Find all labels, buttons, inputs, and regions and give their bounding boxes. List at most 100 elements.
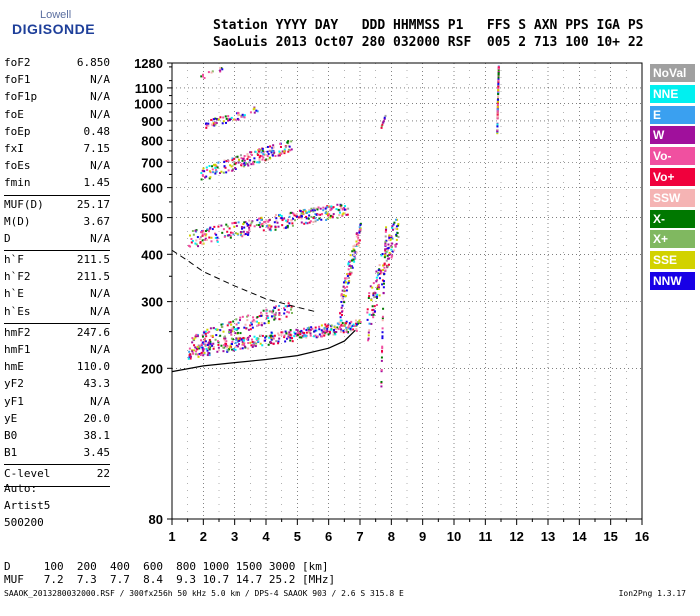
echo-point (301, 210, 304, 213)
echo-point (213, 124, 216, 127)
echo-point (349, 271, 352, 274)
echo-point (233, 348, 236, 351)
parameter-value: 211.5 (76, 270, 110, 284)
echo-point (273, 334, 276, 337)
echo-point (292, 212, 295, 215)
x-tick-label: 1 (168, 529, 175, 544)
echo-point (235, 344, 238, 347)
echo-point (368, 292, 371, 295)
parameter-separator (4, 322, 110, 324)
echo-point (219, 66, 222, 69)
echo-point (305, 328, 308, 331)
echo-point (346, 213, 349, 216)
echo-point (231, 157, 234, 160)
echo-point (316, 219, 319, 222)
echo-point (217, 161, 220, 164)
echo-point (256, 154, 259, 157)
echo-point (250, 344, 253, 347)
echo-point (395, 225, 398, 228)
echo-point (207, 122, 210, 125)
echo-point (334, 333, 337, 336)
y-tick-label: 700 (141, 155, 163, 170)
echo-point (496, 109, 499, 112)
echo-point (208, 236, 211, 239)
echo-point (339, 325, 342, 328)
echo-point (376, 274, 379, 277)
parameter-label: B1 (4, 446, 18, 460)
echo-point (231, 169, 234, 172)
echo-point (248, 228, 251, 231)
echo-point (265, 219, 268, 222)
echo-point (390, 256, 393, 259)
echo-point (393, 249, 396, 252)
echo-point (380, 380, 383, 383)
echo-point (264, 220, 267, 223)
plot-frame (171, 62, 643, 520)
echo-point (229, 331, 232, 334)
echo-point (340, 329, 343, 332)
echo-point (239, 154, 242, 157)
echo-point (315, 207, 318, 210)
echo-point (356, 244, 359, 247)
echo-point (258, 158, 261, 161)
echo-point (212, 326, 215, 329)
echo-point (302, 209, 305, 212)
echo-point (201, 169, 204, 172)
echo-point (497, 76, 500, 79)
echo-point (280, 331, 283, 334)
echo-point (270, 151, 273, 154)
parameter-row: hmF2 247.6 (4, 326, 110, 343)
parameter-row: M(D) 3.67 (4, 215, 110, 232)
echo-point (201, 348, 204, 351)
echo-point (372, 282, 375, 285)
echo-point (294, 332, 297, 335)
echo-point (287, 218, 290, 221)
echo-point (277, 154, 280, 157)
x-tick-label: 6 (325, 529, 332, 544)
echo-point (341, 214, 344, 217)
echo-point (256, 161, 259, 164)
echo-point (347, 207, 350, 210)
echo-point (281, 150, 284, 153)
echo-point (260, 321, 263, 324)
y-tick-label: 600 (141, 181, 163, 196)
echo-point (320, 329, 323, 332)
parameter-separator (4, 464, 110, 466)
echo-point (347, 263, 350, 266)
echo-point (238, 343, 241, 346)
echo-point (211, 165, 214, 168)
parameter-value: N/A (90, 73, 110, 87)
echo-point (395, 242, 398, 245)
echo-point (343, 212, 346, 215)
echo-point (212, 345, 215, 348)
echo-point (215, 233, 218, 236)
echo-point (316, 335, 319, 338)
echo-point (208, 164, 211, 167)
echo-point (380, 382, 383, 385)
echo-point (242, 339, 245, 342)
echo-point (202, 354, 205, 357)
parameter-value: N/A (90, 343, 110, 356)
echo-point (355, 329, 358, 332)
echo-point (391, 250, 394, 253)
echo-point (276, 221, 279, 224)
echo-point (358, 319, 361, 322)
echo-point (287, 304, 290, 307)
echo-point (310, 326, 313, 329)
echo-point (212, 347, 215, 350)
echo-point (350, 259, 353, 262)
echo-point (385, 247, 388, 250)
echo-point (227, 169, 230, 172)
x-tick-label: 11 (478, 529, 492, 544)
echo-point (273, 318, 276, 321)
echo-point (233, 221, 236, 224)
echo-point (357, 241, 360, 244)
parameter-label: h`E (4, 287, 24, 301)
echo-point (288, 331, 291, 334)
echo-point (234, 156, 237, 159)
echo-point (326, 206, 329, 209)
x-tick-label: 15 (603, 529, 617, 544)
echo-point (299, 210, 302, 213)
echo-point (280, 152, 283, 155)
parameter-label: foEs (4, 159, 31, 173)
